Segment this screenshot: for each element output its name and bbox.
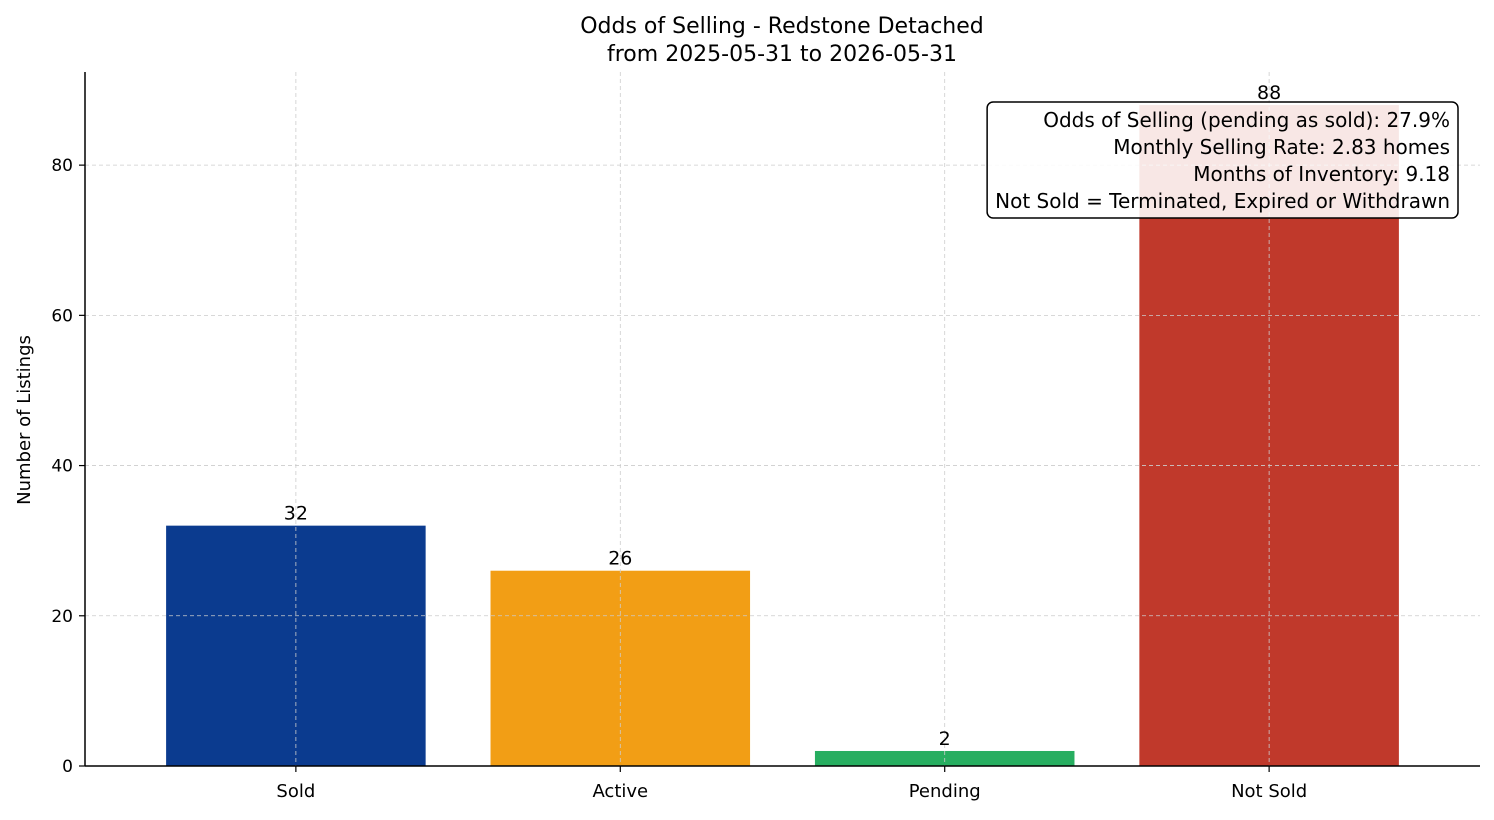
- value-label: 88: [1257, 82, 1281, 104]
- annotation-line: Monthly Selling Rate: 2.83 homes: [1113, 135, 1450, 159]
- annotation-line: Months of Inventory: 9.18: [1193, 162, 1450, 186]
- value-label: 32: [284, 503, 308, 525]
- y-tick-label: 20: [51, 607, 73, 627]
- chart-subtitle: from 2025-05-31 to 2026-05-31: [607, 42, 957, 67]
- x-tick-label: Sold: [276, 781, 315, 802]
- x-tick-label: Active: [592, 781, 648, 802]
- y-tick-label: 80: [51, 156, 73, 176]
- y-tick-label: 60: [51, 306, 73, 326]
- x-tick-label: Not Sold: [1231, 781, 1307, 802]
- annotation-line: Odds of Selling (pending as sold): 27.9%: [1043, 108, 1450, 132]
- stats-annotation: Odds of Selling (pending as sold): 27.9%…: [986, 101, 1459, 219]
- y-tick-label: 0: [62, 757, 73, 777]
- value-label: 26: [608, 548, 632, 570]
- y-axis-label: Number of Listings: [14, 335, 35, 505]
- bar-sold: [166, 525, 426, 766]
- chart-title: Odds of Selling - Redstone Detached: [580, 14, 984, 39]
- annotation-box: [986, 101, 1459, 219]
- value-label: 2: [939, 728, 951, 750]
- y-tick-label: 40: [51, 457, 73, 477]
- axes: 0 20 40 60 80 Sold Active Pending Not Sold: [51, 72, 1480, 802]
- value-labels: 32 26 2 88: [284, 82, 1281, 750]
- annotation-line: Not Sold = Terminated, Expired or Withdr…: [995, 189, 1450, 213]
- x-tick-label: Pending: [909, 781, 981, 802]
